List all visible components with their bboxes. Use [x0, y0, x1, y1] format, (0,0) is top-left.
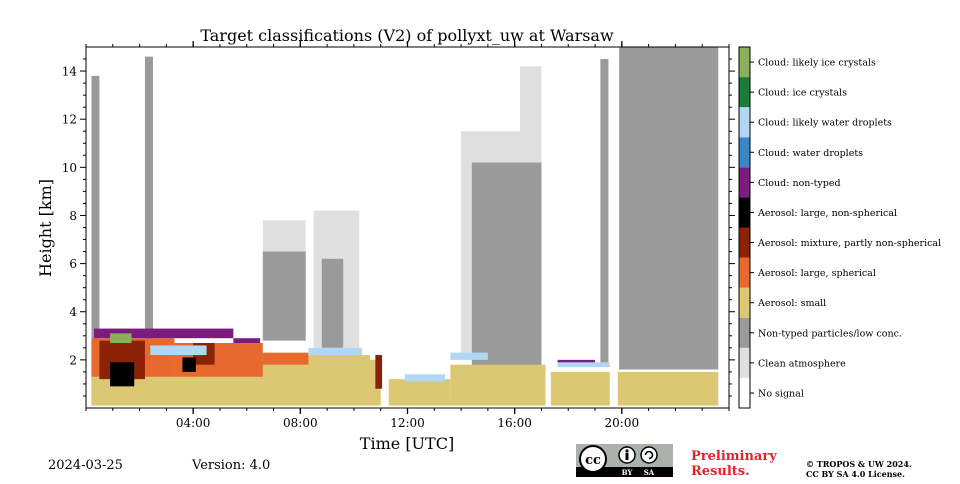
x-tick-label: 08:00 — [283, 416, 318, 430]
colorbar-label: Cloud: non-typed — [758, 178, 841, 189]
y-tick-label: 10 — [62, 161, 77, 175]
class-region-28 — [308, 347, 362, 356]
colorbar-label: Cloud: likely water droplets — [758, 118, 892, 129]
x-tick-label: 04:00 — [176, 416, 211, 430]
no-signal-gap-0 — [86, 47, 92, 408]
y-tick-label: 8 — [69, 209, 77, 223]
colorbar-swatch — [739, 167, 750, 198]
colorbar-swatch — [739, 287, 750, 318]
class-region-26 — [557, 359, 596, 365]
class-region-25 — [233, 338, 261, 344]
no-signal-gap-2 — [545, 47, 551, 408]
class-colorbar-legend: No signal Clean atmosphere Non-typed parti… — [738, 46, 941, 409]
x-axis-label: Time [UTC] — [360, 434, 454, 453]
y-axis-label: Height [km] — [36, 179, 55, 277]
preliminary-notice: Preliminary Results. — [691, 449, 777, 479]
class-region-23 — [182, 357, 196, 372]
class-region-14 — [450, 364, 547, 406]
class-region-3 — [262, 251, 306, 341]
no-signal-gap-3 — [609, 47, 618, 408]
class-region-29 — [404, 374, 446, 382]
x-tick-label: 16:00 — [497, 416, 532, 430]
no-signal-gap-1 — [382, 47, 388, 408]
class-region-7 — [471, 162, 542, 384]
colorbar-swatch — [739, 77, 750, 108]
version-label: Version: 4.0 — [192, 458, 271, 473]
axes: 04:00 08:00 12:00 16:00 20:00 2 4 6 8 10 12 14 — [62, 41, 735, 430]
cc-by-text: BY — [622, 468, 634, 477]
class-region-15 — [549, 371, 719, 406]
x-tick-label: 20:00 — [605, 416, 640, 430]
colorbar-label: Cloud: water droplets — [758, 148, 863, 159]
copyright-notice: © TROPOS & UW 2024. CC BY SA 4.0 License… — [806, 459, 912, 479]
cc-badge-text: cc — [585, 453, 601, 468]
class-region-1 — [144, 56, 153, 348]
plot-area — [86, 47, 729, 408]
colorbar-label: Non-typed particles/low conc. — [758, 328, 902, 339]
cc-sa-text: SA — [644, 468, 655, 477]
class-region-24 — [94, 328, 234, 339]
colorbar-label: No signal — [758, 388, 804, 399]
chart-title: Target classifications (V2) of pollyxt_u… — [200, 26, 614, 45]
colorbar-label: Cloud: ice crystals — [758, 88, 847, 99]
copyright-line-1: © TROPOS & UW 2024. — [806, 459, 912, 469]
y-tick-label: 4 — [69, 305, 77, 319]
class-region-0 — [91, 75, 100, 348]
colorbar-swatch — [739, 47, 750, 78]
preliminary-line-2: Results. — [691, 464, 750, 479]
class-region-13 — [388, 379, 451, 406]
colorbar-swatch — [739, 317, 750, 348]
creative-commons-by-sa-icon: cc BY SA — [576, 444, 673, 477]
colorbar-swatch — [739, 347, 750, 378]
colorbar-swatch — [739, 257, 750, 288]
preliminary-line-1: Preliminary — [691, 449, 777, 464]
class-region-9 — [600, 59, 609, 365]
y-tick-label: 14 — [62, 65, 78, 79]
y-tick-label: 6 — [69, 257, 77, 271]
class-region-27 — [150, 345, 207, 356]
colorbar-label: Clean atmosphere — [758, 358, 846, 369]
class-region-31 — [557, 362, 617, 368]
colorbar-swatch — [739, 107, 750, 138]
class-region-30 — [450, 352, 488, 360]
colorbar-label: Aerosol: large, spherical — [757, 268, 876, 279]
colorbar-frame — [738, 46, 751, 409]
x-tick-label: 12:00 — [390, 416, 425, 430]
y-tick-label: 12 — [62, 113, 77, 127]
copyright-line-2: CC BY SA 4.0 License. — [806, 469, 905, 479]
class-region-5 — [321, 258, 344, 348]
colorbar-swatch — [739, 377, 750, 408]
colorbar-label: Aerosol: small — [757, 298, 826, 309]
colorbar-label: Cloud: likely ice crystals — [758, 58, 876, 69]
class-region-10 — [619, 47, 719, 370]
measurement-date: 2024-03-25 — [48, 458, 123, 473]
class-region-22 — [110, 362, 135, 387]
colorbar-label: Aerosol: mixture, partly non-spherical — [757, 238, 941, 249]
class-region-8 — [520, 66, 542, 163]
class-region-32 — [110, 333, 132, 344]
class-region-21 — [375, 355, 387, 389]
y-tick-label: 2 — [69, 353, 77, 367]
class-region-18 — [262, 352, 309, 365]
colorbar-swatch — [739, 197, 750, 228]
colorbar-swatch — [739, 137, 750, 168]
colorbar-label: Aerosol: large, non-spherical — [757, 208, 897, 219]
colorbar-swatch — [739, 227, 750, 258]
